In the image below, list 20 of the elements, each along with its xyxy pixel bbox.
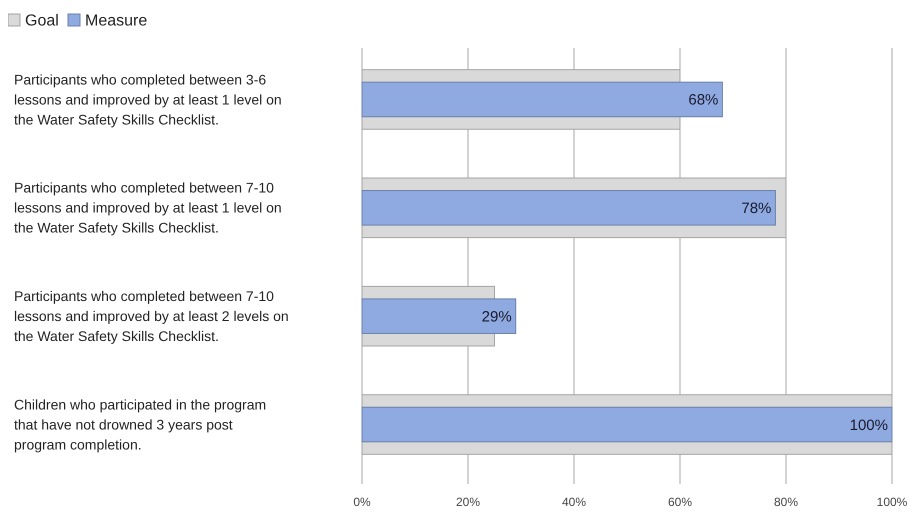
y-tick-label: Participants who completed between 7-10 lessons and improved by at least 1 level on the Water Safety Skills Checklist. <box>14 180 282 236</box>
data-label: 29% <box>482 308 512 326</box>
y-tick-label: Participants who completed between 7-10 lessons and improved by at least 2 levels on the Water Safety Skills Checklist. <box>14 288 289 344</box>
data-label: 100% <box>850 416 888 434</box>
bar <box>362 190 776 226</box>
bar <box>362 298 516 334</box>
x-tick-label: 60% <box>668 495 692 509</box>
x-tick-label: 0% <box>353 495 371 509</box>
x-tick-label: 80% <box>774 495 798 509</box>
legend-label: Measure <box>85 12 148 30</box>
bar <box>362 406 892 442</box>
x-tick-label: 20% <box>456 495 480 509</box>
y-tick-label: Participants who completed between 3-6 lessons and improved by at least 1 level on the Water Safety Skills Checklist. <box>14 71 282 128</box>
legend-label: Goal <box>25 12 59 30</box>
bar <box>362 82 723 118</box>
x-tick-label: 100% <box>876 495 908 509</box>
x-tick-label: 40% <box>562 495 586 509</box>
data-label: 68% <box>688 92 718 109</box>
data-label: 78% <box>741 200 772 218</box>
y-tick-label: Children who participated in the program that have not drowned 3 years post program completion. <box>14 396 266 452</box>
